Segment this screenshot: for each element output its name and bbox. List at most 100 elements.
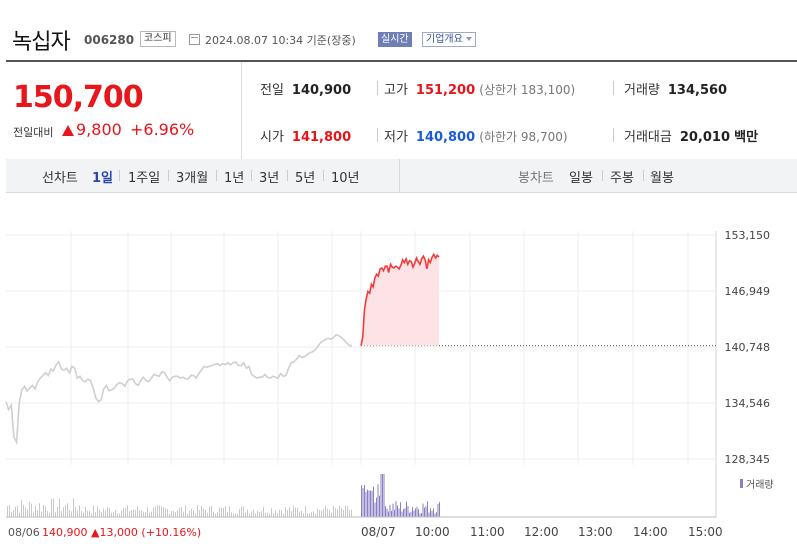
volume-bar xyxy=(159,505,160,517)
today-gain-area xyxy=(361,254,439,346)
open-label: 시가 xyxy=(260,130,284,145)
tab-3m[interactable]: 3개월 xyxy=(176,171,209,186)
tab-10y[interactable]: 10년 xyxy=(331,171,360,186)
volume-bar xyxy=(79,505,80,517)
volume-bar xyxy=(155,506,156,517)
stock-name[interactable]: 녹십자 xyxy=(12,30,71,55)
volume-bar xyxy=(337,509,338,517)
volume-bar xyxy=(201,506,202,517)
volume-bar xyxy=(63,507,64,517)
volume-bar xyxy=(273,513,274,517)
volume-bar xyxy=(428,512,430,517)
volume-bar xyxy=(193,510,194,517)
volume-bar xyxy=(175,512,176,517)
volume-bar xyxy=(191,508,192,517)
volume-bar xyxy=(143,511,144,517)
volume-bar xyxy=(406,501,407,517)
volume-bar xyxy=(147,507,148,517)
volume-bar xyxy=(380,474,382,517)
x-tick-label: 10:00 xyxy=(415,525,450,539)
volume-bar xyxy=(83,512,84,517)
stock-code: 006280 xyxy=(84,33,135,47)
volume-bar xyxy=(247,509,248,517)
volume-bar xyxy=(133,509,134,517)
volume-bar xyxy=(416,506,418,517)
prev-session-line xyxy=(5,333,352,446)
volume-bar xyxy=(135,510,136,517)
y-tick-label: 146,949 xyxy=(725,285,771,298)
tab-5y[interactable]: 5년 xyxy=(295,171,316,186)
volume-bar xyxy=(395,501,397,517)
volume-bar xyxy=(125,508,126,517)
realtime-button[interactable]: 실시간 xyxy=(378,32,412,47)
volume-bar xyxy=(427,501,428,517)
volume-bar xyxy=(205,509,206,517)
company-info-dropdown[interactable]: 기업개요 xyxy=(422,32,476,47)
volume-bar xyxy=(343,509,344,517)
volume-bar xyxy=(11,512,12,517)
volume-bar xyxy=(371,490,373,517)
volume-bar xyxy=(376,497,377,517)
volume-bar xyxy=(95,511,96,517)
volume-bar xyxy=(53,498,54,517)
volume-bar xyxy=(325,505,326,517)
volume-bar xyxy=(145,511,146,517)
volume-bar xyxy=(439,502,440,517)
volume-bar xyxy=(397,505,398,517)
volume-bar xyxy=(105,510,106,517)
intraday-price-chart[interactable]: 153,150 146,949 140,748 134,546 128,345 거래량 08… xyxy=(0,193,797,557)
divider xyxy=(251,170,252,181)
volume-bar xyxy=(269,513,270,517)
volume-bar xyxy=(41,511,42,517)
today-price-line xyxy=(360,252,440,346)
volume-bar xyxy=(109,508,110,517)
volume-bar xyxy=(289,507,290,517)
volume-bar xyxy=(345,505,346,517)
divider xyxy=(323,170,324,181)
tab-1y[interactable]: 1년 xyxy=(224,171,245,186)
x-tick-label: 08/06 xyxy=(8,526,40,539)
volume-bar xyxy=(173,510,174,517)
volume-bar xyxy=(189,510,190,517)
volume-bar xyxy=(389,504,391,517)
chevron-down-icon xyxy=(465,37,472,41)
volume-bar xyxy=(131,510,132,517)
prev-close: 전일 140,900 xyxy=(260,79,351,98)
volume-bar xyxy=(119,513,120,517)
volume-bar xyxy=(97,506,98,517)
volume-bar xyxy=(103,508,104,517)
volume-bar xyxy=(47,511,48,517)
volume-bar xyxy=(179,507,180,517)
volume-bar xyxy=(221,507,222,517)
volume-bar xyxy=(351,509,352,517)
volume-bar xyxy=(51,498,52,517)
tab-3y[interactable]: 3년 xyxy=(259,171,280,186)
volume-bar xyxy=(169,513,170,517)
tab-weekly[interactable]: 주봉 xyxy=(610,171,634,186)
volume-bar xyxy=(113,511,114,517)
volume-bar xyxy=(275,510,276,517)
volume-bar xyxy=(137,506,138,517)
volume-bar xyxy=(117,513,118,517)
up-arrow-icon xyxy=(62,125,74,136)
volume-bar xyxy=(141,510,142,517)
volume-bar xyxy=(413,510,415,517)
tab-1d[interactable]: 1일 xyxy=(92,171,114,186)
change-label: 전일대비 xyxy=(13,126,54,139)
open-value: 141,800 xyxy=(291,130,352,145)
trade-amount: 거래대금 20,010 백만 xyxy=(624,126,758,145)
volume-bar xyxy=(368,490,370,517)
volume-bar xyxy=(410,511,412,517)
x-tick-label: 15:00 xyxy=(688,525,723,539)
volume-bar xyxy=(434,513,436,517)
volume-bar xyxy=(283,513,284,517)
tab-1w[interactable]: 1주일 xyxy=(128,171,161,186)
tab-monthly[interactable]: 월봉 xyxy=(650,171,674,186)
low-value: 140,800 xyxy=(415,130,476,145)
volume-bar xyxy=(367,489,368,517)
volume-bar xyxy=(382,474,383,517)
volume-bar xyxy=(217,512,218,517)
calendar-icon xyxy=(189,34,200,45)
tab-daily[interactable]: 일봉 xyxy=(569,171,593,186)
volume-bar xyxy=(319,510,320,517)
